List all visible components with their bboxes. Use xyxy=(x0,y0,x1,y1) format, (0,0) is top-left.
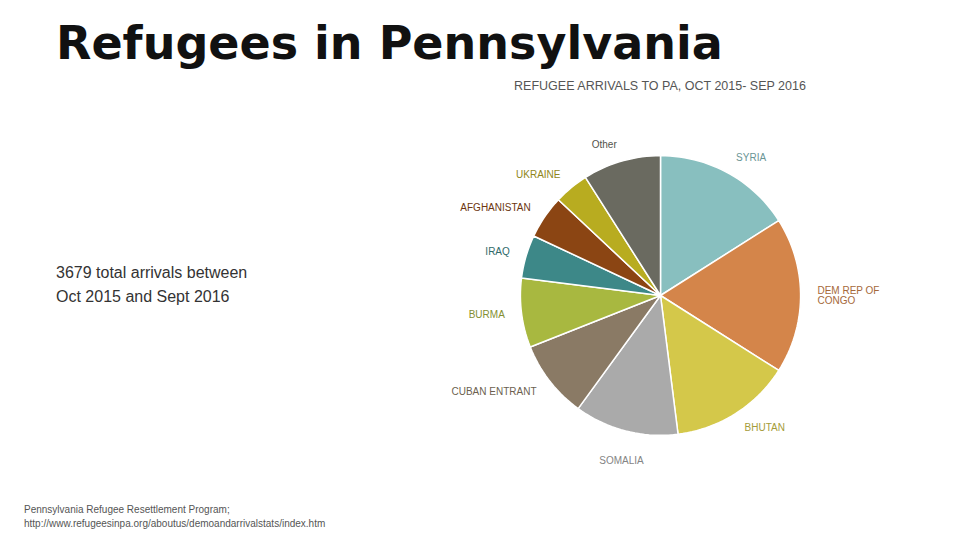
svg-text:BHUTAN: BHUTAN xyxy=(745,422,785,433)
svg-text:DEM REP OFCONGO: DEM REP OFCONGO xyxy=(817,284,879,305)
svg-text:CUBAN ENTRANT: CUBAN ENTRANT xyxy=(452,385,537,396)
html-text:3679 total arrivals between: 3679 total arrivals between xyxy=(56,264,248,282)
html-text:Refugees in Pennsylvania: Refugees in Pennsylvania xyxy=(56,16,723,70)
html-text:http://www.refugeesinpa.org/ab: http://www.refugeesinpa.org/aboutus/demo… xyxy=(24,517,326,529)
html-text:Pennsylvania Refugee Resettlem: Pennsylvania Refugee Resettlement Progra… xyxy=(24,504,230,515)
svg-text:BURMA: BURMA xyxy=(469,309,505,320)
svg-text:Other: Other xyxy=(592,139,618,150)
html-text:Oct 2015 and Sept 2016: Oct 2015 and Sept 2016 xyxy=(56,287,230,305)
html-text:REFUGEE ARRIVALS TO PA, OCT 20: REFUGEE ARRIVALS TO PA, OCT 2015- SEP 20… xyxy=(514,78,806,93)
svg-text:IRAQ: IRAQ xyxy=(485,246,510,257)
svg-text:SYRIA: SYRIA xyxy=(736,152,766,163)
svg-text:UKRAINE: UKRAINE xyxy=(516,169,561,180)
svg-text:SOMALIA: SOMALIA xyxy=(599,455,644,466)
svg-text:AFGHANISTAN: AFGHANISTAN xyxy=(460,201,530,212)
